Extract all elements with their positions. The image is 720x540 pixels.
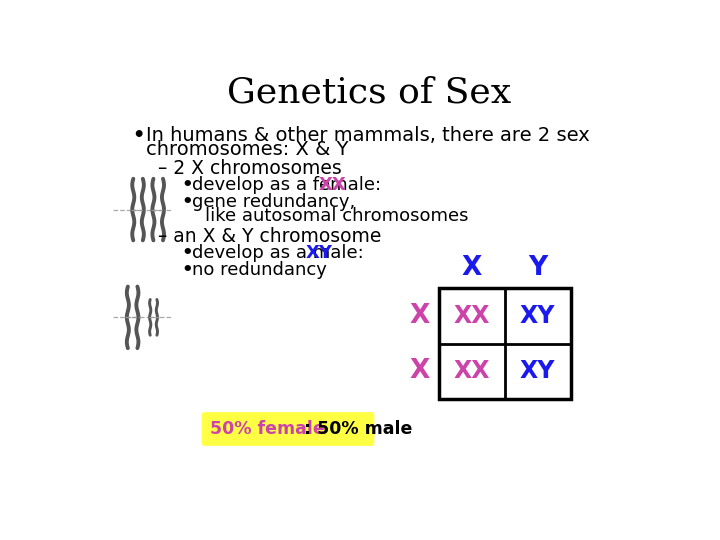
Text: •: • (181, 261, 193, 279)
Text: X: X (462, 255, 482, 281)
Text: •: • (132, 126, 145, 145)
Text: Genetics of Sex: Genetics of Sex (227, 76, 511, 110)
Text: – 2 X chromosomes: – 2 X chromosomes (158, 159, 342, 178)
Text: chromosomes: X & Y: chromosomes: X & Y (145, 140, 348, 159)
Text: •: • (181, 244, 193, 262)
Text: X: X (410, 303, 431, 329)
Text: XY: XY (520, 359, 555, 383)
Text: XX: XX (319, 177, 346, 194)
Text: no redundancy: no redundancy (192, 261, 327, 279)
Text: XX: XX (454, 304, 490, 328)
Text: X: X (410, 358, 431, 384)
Text: develop as a female:: develop as a female: (192, 177, 387, 194)
Text: XY: XY (305, 244, 333, 262)
Text: In humans & other mammals, there are 2 sex: In humans & other mammals, there are 2 s… (145, 126, 590, 145)
Text: •: • (181, 177, 193, 194)
Text: XX: XX (454, 359, 490, 383)
Text: Y: Y (528, 255, 547, 281)
Text: gene redundancy,: gene redundancy, (192, 193, 356, 211)
Text: like autosomal chromosomes: like autosomal chromosomes (204, 207, 468, 225)
Text: develop as a male:: develop as a male: (192, 244, 370, 262)
Text: : 50% male: : 50% male (297, 420, 412, 438)
Text: – an X & Y chromosome: – an X & Y chromosome (158, 226, 382, 246)
Text: 50% female: 50% female (210, 420, 325, 438)
FancyBboxPatch shape (202, 413, 374, 445)
Text: XY: XY (520, 304, 555, 328)
Bar (438, 288, 570, 399)
Text: •: • (181, 193, 193, 211)
